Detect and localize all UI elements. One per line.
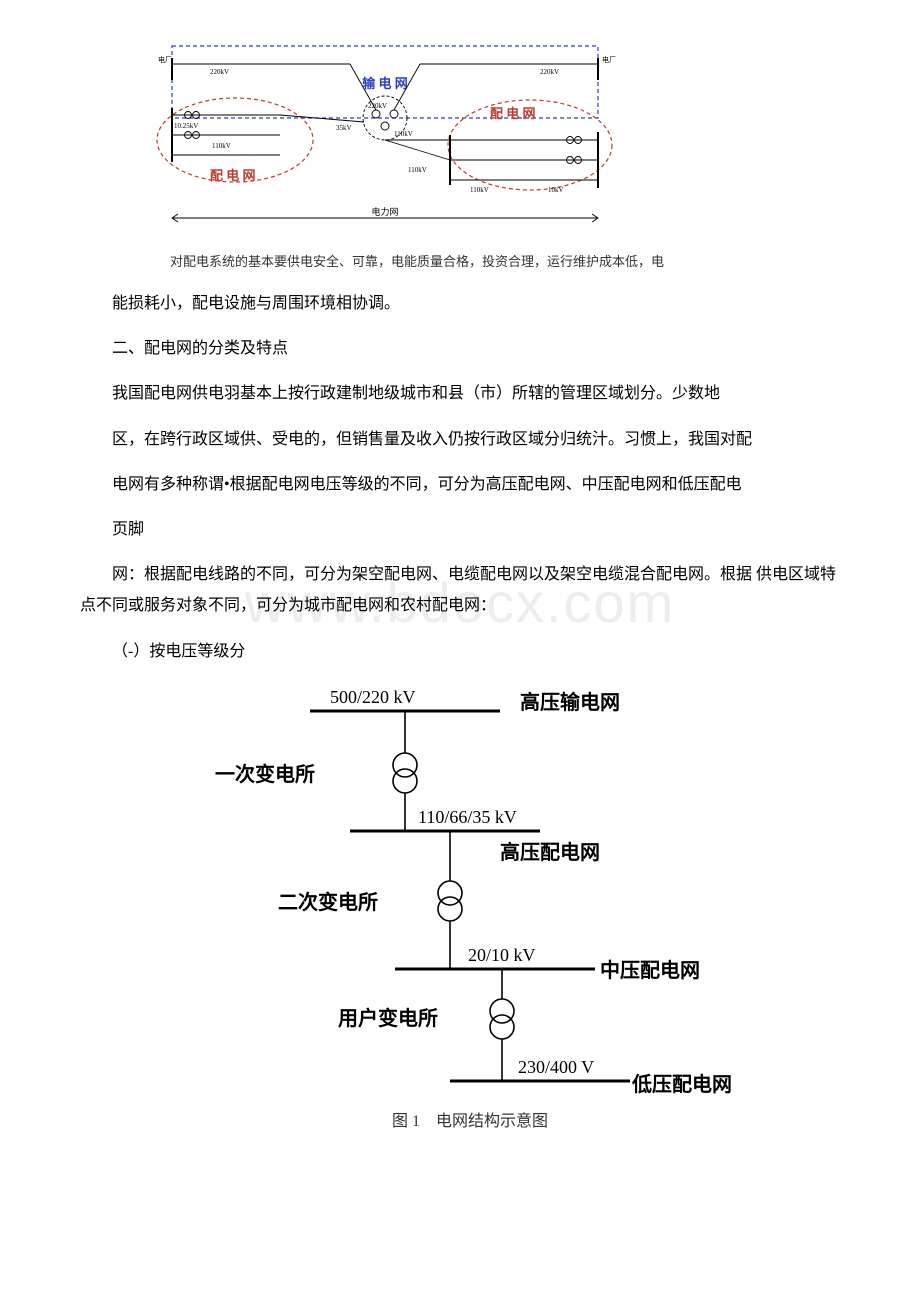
v110-l1: 110kV [212, 142, 231, 150]
figure-1-svg: 输 电 网 电厂 电厂 220kV 220kV 220kV 110kV 35kV [150, 40, 620, 240]
span-label: 电力网 [371, 206, 398, 217]
para-4: 电网有多种称谓•根据配电网电压等级的不同，可分为高压配电网、中压配电网和低压配电 [80, 469, 840, 500]
l3-label: 低压配电网 [631, 1072, 732, 1096]
transmission-label: 输 电 网 [362, 76, 408, 91]
xfmr2-bot [438, 897, 462, 921]
top-label: 高压输电网 [520, 690, 620, 714]
v2-label: 20/10 kV [468, 945, 536, 965]
dist-right-label: 配 电 网 [490, 106, 536, 121]
figure-1-caption: 对配电系统的基本要供电安全、可靠，电能质量合格，投资合理，运行维护成本低，电 [80, 251, 840, 270]
xfmr3-bot [490, 1015, 514, 1039]
figure-2-container: 500/220 kV 高压输电网 一次变电所 110/66/35 kV 高压配电… [80, 681, 840, 1166]
v110-3: 110kV [408, 166, 427, 174]
plant-right-label: 电厂 [602, 55, 616, 64]
v35-label: 35kV [336, 124, 352, 132]
footer-text: 页脚 [80, 514, 840, 545]
l1-label: 高压配电网 [500, 840, 600, 864]
para-2-text: 我国配电网供电羽基本上按行政建制地级城市和县（市）所辖的管理区域划分。少数地 [112, 385, 720, 402]
para-6: （-）按电压等级分 [80, 636, 840, 667]
xfmr-c1 [372, 110, 380, 118]
para-3: 区，在跨行政区域供、受电的，但销售量及收入仍按行政区域分归统汁。习惯上，我国对配 [80, 424, 840, 455]
v1025: 10.25kV [174, 122, 198, 130]
v1-label: 110/66/35 kV [418, 807, 517, 827]
v220-left: 220kV [210, 68, 229, 76]
figure-1-container: 输 电 网 电厂 电厂 220kV 220kV 220kV 110kV 35kV [80, 40, 840, 245]
sub1-label: 一次变电所 [215, 762, 315, 786]
figure-2-caption: 图 1 电网结构示意图 [392, 1111, 548, 1130]
v3-label: 230/400 V [518, 1057, 594, 1077]
plant-left-label: 电厂 [158, 55, 172, 64]
sub2-label: 二次变电所 [278, 890, 378, 914]
figure-2-svg: 500/220 kV 高压输电网 一次变电所 110/66/35 kV 高压配电… [200, 681, 740, 1161]
para-5: 网：根据配电线路的不同，可分为架空配电网、电缆配电网以及架空电缆混合配电网。根据… [80, 559, 840, 621]
xfmr1-bot [393, 769, 417, 793]
v-center-1: 220kV [368, 102, 387, 110]
l2-label: 中压配电网 [600, 958, 700, 982]
dist-left-label: 配 电 网 [210, 168, 256, 183]
cr-link1 [385, 140, 450, 160]
heading-2: 二、配电网的分类及特点 [80, 333, 840, 364]
v10-r: 10kV [548, 186, 564, 194]
para-1: 能损耗小，配电设施与周围环境相协调。 [80, 288, 840, 319]
document-body: 输 电 网 电厂 电厂 220kV 220kV 220kV 110kV 35kV [0, 0, 920, 1166]
xfmr-c3 [381, 122, 389, 130]
v220-right: 220kV [540, 68, 559, 76]
top-voltage: 500/220 kV [330, 687, 416, 707]
v110-r: 110kV [470, 186, 489, 194]
xfmr-c2 [390, 110, 398, 118]
para-2: 我国配电网供电羽基本上按行政建制地级城市和县（市）所辖的管理区域划分。少数地 [80, 378, 840, 409]
sub3-label: 用户变电所 [338, 1006, 438, 1030]
v-center-2: 110kV [394, 130, 413, 138]
